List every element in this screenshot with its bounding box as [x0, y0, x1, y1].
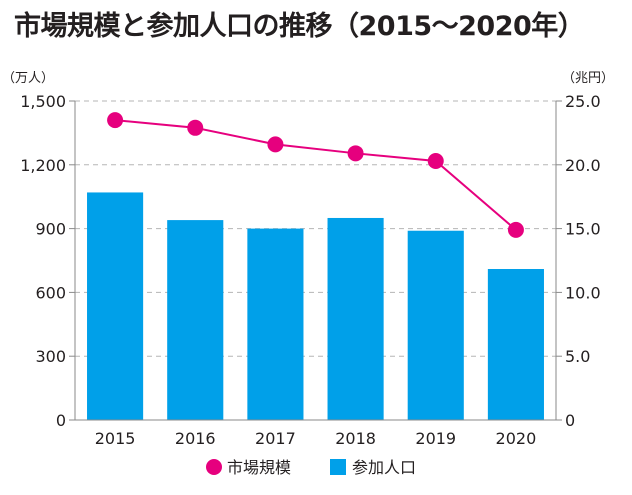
point-2017: [267, 136, 284, 153]
right-tick-label: 20.0: [565, 156, 601, 175]
line-series: [107, 112, 524, 238]
left-tick-label: 1,200: [20, 156, 66, 175]
bar-2019: [407, 230, 464, 420]
left-tick-label: 600: [35, 283, 66, 302]
right-tick-label: 25.0: [565, 92, 601, 111]
grid-lines: [75, 100, 556, 357]
legend-label-line: 市場規模: [227, 458, 291, 477]
x-axis-ticks: 2015 2016 2017 2018 2019 2020: [95, 429, 537, 448]
left-tick-label: 300: [35, 347, 66, 366]
left-tick-label: 1,500: [20, 92, 66, 111]
x-tick-label: 2015: [95, 429, 136, 448]
right-axis-ticks: 0 5.0 10.0 15.0 20.0 25.0: [556, 92, 601, 430]
point-2020: [507, 221, 524, 238]
chart-title: 市場規模と参加人口の推移（2015～2020年）: [14, 11, 585, 42]
legend: 市場規模 参加人口: [206, 458, 416, 477]
point-2019: [427, 152, 444, 169]
point-2018: [347, 145, 364, 162]
left-axis-ticks: 0 300 600 900 1,200 1,500: [20, 92, 75, 430]
legend-label-bar: 参加人口: [352, 458, 416, 477]
x-tick-label: 2017: [255, 429, 296, 448]
bar-2015: [87, 192, 144, 420]
x-tick-label: 2018: [335, 429, 376, 448]
right-tick-label: 10.0: [565, 283, 601, 302]
right-tick-label: 0: [565, 411, 575, 430]
point-2016: [187, 119, 204, 136]
x-tick-label: 2016: [175, 429, 216, 448]
x-tick-label: 2019: [415, 429, 456, 448]
left-axis-unit: （万人）: [2, 71, 54, 86]
x-tick-label: 2020: [496, 429, 537, 448]
left-tick-label: 0: [56, 411, 66, 430]
bar-series: [87, 192, 544, 420]
bar-2017: [247, 228, 304, 420]
point-2015: [107, 112, 124, 129]
bar-2016: [167, 220, 224, 420]
legend-marker-line: [206, 459, 222, 475]
left-tick-label: 900: [35, 220, 66, 239]
axes: [74, 101, 557, 421]
series-line-市場規模: [114, 119, 517, 231]
right-tick-label: 15.0: [565, 220, 601, 239]
right-axis-unit: （兆円）: [562, 71, 614, 86]
right-tick-label: 5.0: [565, 347, 590, 366]
legend-marker-bar: [330, 459, 346, 475]
bar-2018: [327, 217, 384, 420]
bar-2020: [487, 269, 544, 420]
